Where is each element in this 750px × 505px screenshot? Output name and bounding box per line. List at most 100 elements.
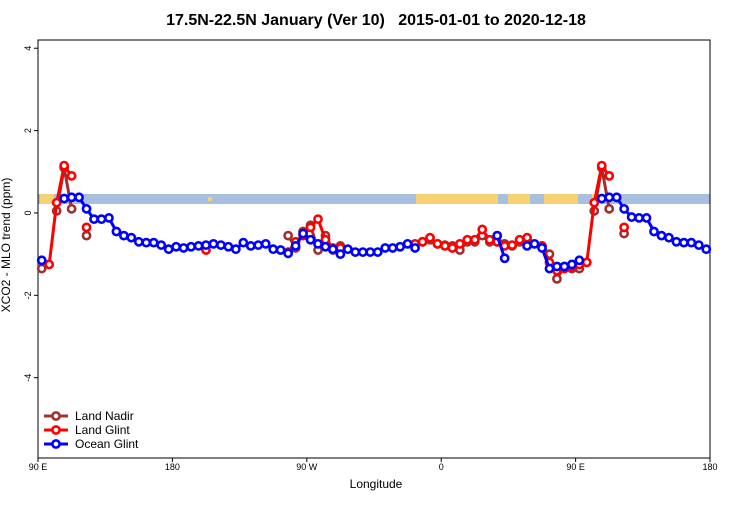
series: [36, 192, 712, 274]
data-point: [678, 237, 689, 248]
data-point: [634, 213, 644, 223]
data-point: [96, 214, 107, 225]
data-point: [238, 237, 249, 248]
data-point: [604, 203, 615, 214]
data-point: [499, 253, 510, 264]
data-point: [268, 244, 279, 255]
data-point: [66, 171, 77, 181]
x-tick-label: 90 E: [29, 462, 48, 472]
legend-marker: [51, 425, 61, 435]
chart-title: 17.5N-22.5N January (Ver 10) 2015-01-01 …: [166, 12, 586, 29]
data-point: [484, 234, 495, 245]
data-point: [611, 192, 622, 203]
data-point: [596, 193, 607, 204]
data-point: [529, 238, 540, 249]
data-point: [454, 238, 465, 249]
series: [36, 162, 630, 284]
land-band: [40, 194, 54, 204]
data-point: [372, 247, 383, 257]
data-point: [447, 243, 458, 253]
x-tick-label: 180: [165, 462, 180, 472]
data-point: [313, 214, 323, 225]
x-tick-label: 90 W: [296, 462, 318, 472]
data-point: [395, 241, 406, 252]
data-point: [552, 261, 562, 272]
data-point: [328, 244, 338, 255]
ocean-band: [38, 194, 710, 204]
data-point: [283, 248, 294, 259]
data-point: [126, 232, 137, 243]
data-point: [305, 222, 316, 233]
data-point: [342, 244, 353, 255]
data-point: [559, 261, 570, 272]
data-point: [245, 241, 256, 251]
data-point: [163, 244, 174, 255]
data-point: [36, 263, 47, 274]
data-point: [544, 263, 555, 274]
legend-label: Land Glint: [75, 423, 130, 437]
x-tick-label: 90 E: [566, 462, 585, 472]
data-point: [664, 232, 674, 243]
data-point: [208, 238, 219, 249]
data-point: [425, 232, 435, 243]
data-point: [59, 193, 70, 204]
data-point: [141, 237, 152, 248]
data-point: [656, 230, 667, 241]
data-point: [59, 160, 70, 171]
data-point: [66, 203, 77, 214]
land-band: [508, 194, 530, 204]
data-point: [44, 259, 55, 270]
data-point: [253, 240, 264, 250]
data-point: [596, 160, 607, 171]
y-tick-label: 0: [23, 210, 33, 215]
data-point: [462, 234, 473, 245]
data-point: [581, 257, 592, 268]
data-point: [671, 236, 682, 247]
data-point: [649, 226, 659, 237]
data-point: [148, 237, 159, 248]
land-band: [208, 197, 212, 201]
data-point: [216, 240, 226, 250]
data-point: [402, 238, 413, 249]
data-point: [51, 197, 62, 208]
data-point: [66, 192, 77, 203]
legend-label: Ocean Glint: [75, 437, 139, 451]
y-tick-label: -2: [23, 291, 33, 299]
data-point: [701, 244, 712, 255]
data-point: [36, 255, 47, 266]
data-point: [477, 224, 488, 235]
data-point: [552, 273, 562, 284]
data-point: [365, 247, 376, 257]
data-point: [201, 240, 211, 250]
data-point: [89, 214, 99, 225]
data-point: [387, 243, 398, 253]
data-point: [230, 244, 241, 255]
data-point: [641, 213, 652, 223]
land-band: [416, 194, 498, 204]
data-point: [440, 241, 450, 251]
data-point: [118, 230, 129, 241]
data-point: [335, 249, 346, 260]
data-point: [619, 203, 630, 214]
data-point: [619, 222, 630, 233]
data-point: [305, 234, 316, 245]
data-point: [357, 247, 368, 257]
data-point: [604, 171, 615, 181]
data-point: [432, 238, 443, 249]
data-point: [514, 234, 525, 245]
data-point: [693, 240, 704, 250]
data-point: [298, 228, 308, 239]
y-tick-label: 2: [23, 128, 33, 133]
data-point: [275, 245, 286, 255]
data-point: [260, 238, 271, 249]
data-point: [492, 230, 503, 241]
data-point: [74, 192, 84, 203]
data-point: [507, 240, 518, 250]
y-tick-label: 4: [23, 46, 33, 51]
data-point: [111, 226, 122, 237]
data-point: [313, 238, 323, 249]
data-point: [223, 241, 234, 252]
